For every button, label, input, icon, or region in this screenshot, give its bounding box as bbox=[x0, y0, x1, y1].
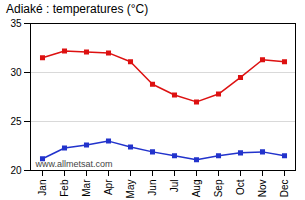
svg-text:Jan: Jan bbox=[37, 180, 48, 196]
svg-text:Sep: Sep bbox=[213, 179, 224, 197]
svg-text:Aug: Aug bbox=[191, 180, 202, 198]
svg-text:May: May bbox=[125, 180, 136, 199]
svg-text:Jun: Jun bbox=[147, 180, 158, 196]
svg-text:Feb: Feb bbox=[59, 179, 70, 197]
svg-text:Nov: Nov bbox=[257, 180, 268, 198]
svg-text:Dec: Dec bbox=[279, 180, 290, 198]
html-text:Adiaké : temperatures (°C): Adiaké : temperatures (°C) bbox=[6, 2, 149, 16]
svg-text:Mar: Mar bbox=[81, 179, 92, 197]
svg-text:35: 35 bbox=[10, 18, 22, 29]
svg-text:Apr: Apr bbox=[103, 179, 114, 195]
svg-text:25: 25 bbox=[10, 116, 22, 127]
svg-text:Oct: Oct bbox=[235, 179, 246, 195]
svg-text:20: 20 bbox=[10, 165, 22, 176]
svg-text:Jul: Jul bbox=[169, 180, 180, 193]
svg-text:www.allmetsat.com: www.allmetsat.com bbox=[35, 159, 113, 169]
svg-text:30: 30 bbox=[10, 67, 22, 78]
